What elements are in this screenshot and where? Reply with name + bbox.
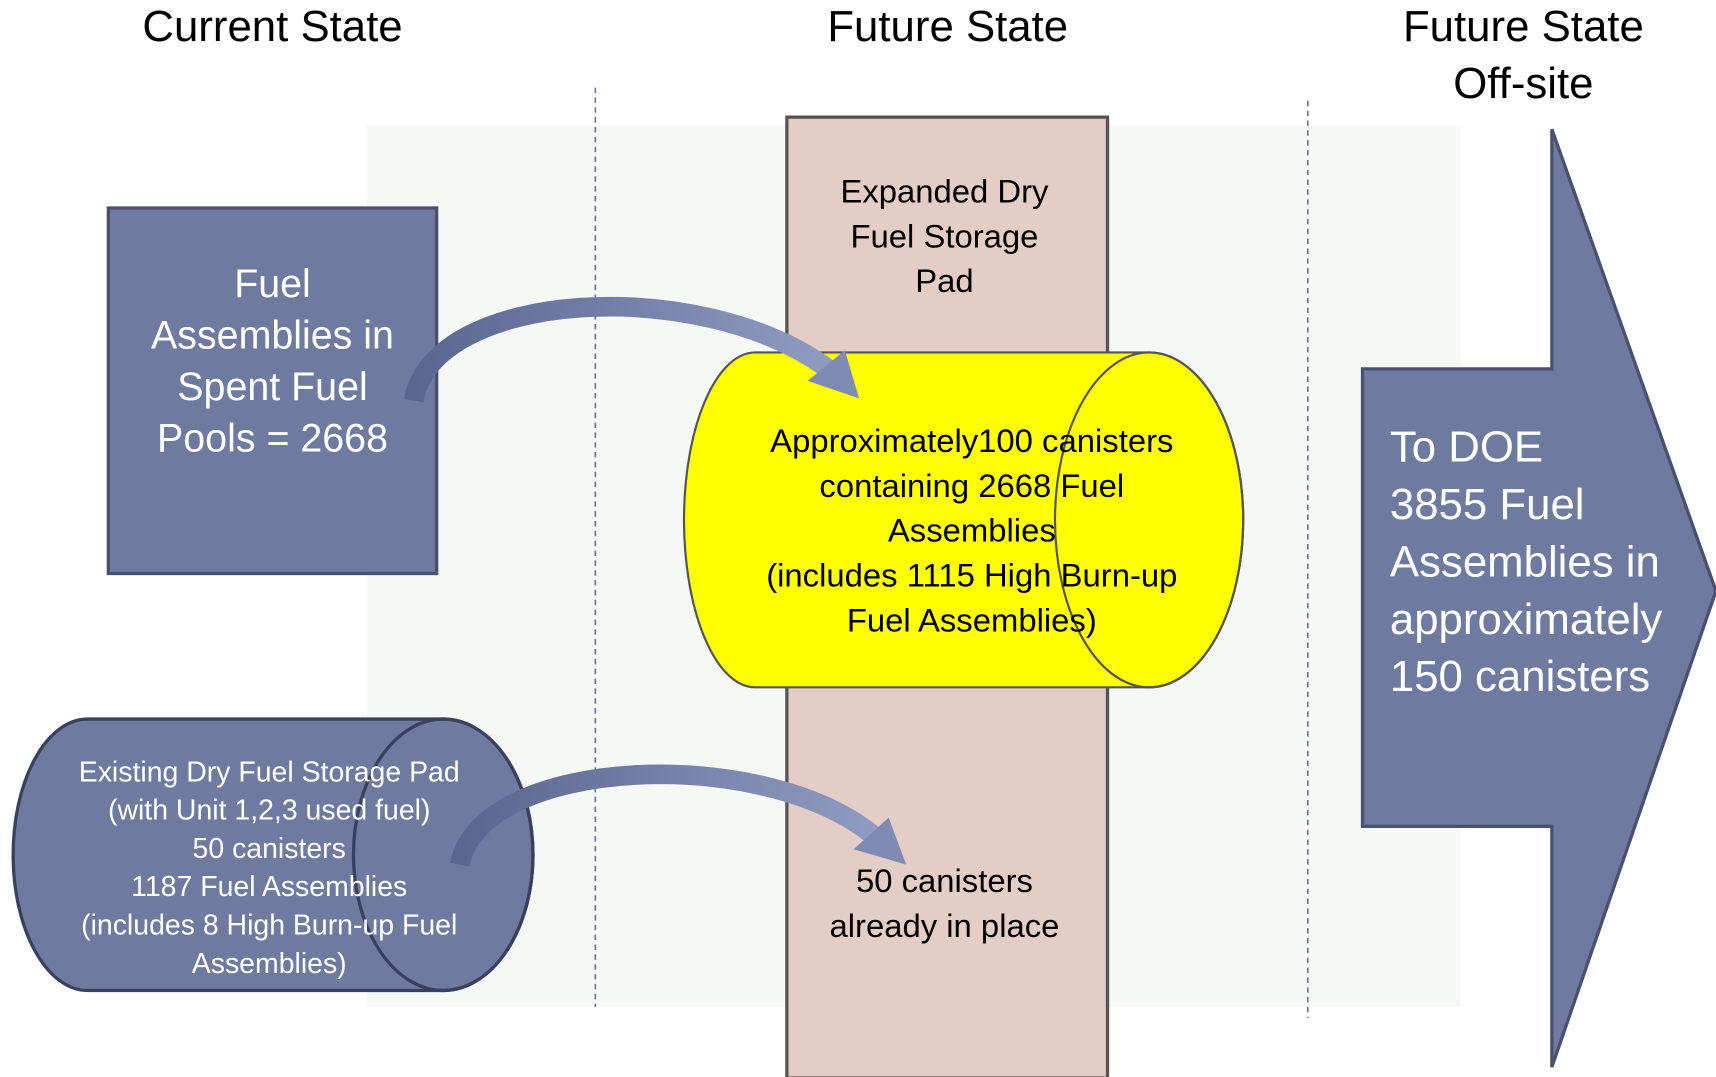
labels: Fuel Assemblies in Spent Fuel Pools = 2668 E… — [79, 172, 1663, 979]
existing-pad-label: (includes 8 High Burn-up Fuel — [81, 910, 457, 942]
off-site-label: approximately — [1390, 595, 1663, 644]
arrow-head — [807, 350, 860, 399]
column-title: Current State — [142, 2, 402, 51]
transfer-arrow — [449, 764, 882, 868]
existing-pad-label: 50 canisters — [193, 833, 346, 865]
canister-label: 50 canisters — [856, 862, 1033, 899]
column-title: Future State — [1403, 2, 1644, 51]
cylinder-end — [351, 717, 535, 993]
cylinder-end — [1053, 351, 1245, 689]
canister-label: Approximately100 canisters — [770, 422, 1173, 459]
off-site-label: 3855 Fuel — [1390, 480, 1585, 529]
pad-label: Fuel Storage — [850, 217, 1038, 254]
column-title: Future State — [827, 2, 1068, 51]
existing-pad-label: Assemblies) — [192, 948, 347, 980]
pad-label: Pad — [915, 262, 973, 299]
off-site-label: To DOE — [1390, 422, 1543, 471]
existing-pad-label: 1187 Fuel Assemblies — [131, 871, 407, 903]
canister-label: (includes 1115 High Burn-up — [766, 557, 1177, 594]
pool-label: Assemblies in — [151, 314, 394, 358]
column-title: Off-site — [1453, 59, 1593, 108]
spent-fuel-pools — [106, 206, 439, 576]
canister-label: already in place — [829, 907, 1059, 944]
canister-label: Assemblies — [888, 512, 1056, 549]
transfer-arrow — [403, 296, 836, 403]
off-site-arrow — [1360, 128, 1716, 1068]
pad-label: Expanded Dry — [840, 172, 1049, 209]
canister-label: containing 2668 Fuel — [819, 467, 1124, 504]
existing-pad-label: Existing Dry Fuel Storage Pad — [79, 756, 460, 788]
canister-label: Fuel Assemblies) — [847, 601, 1097, 638]
pool-label: Fuel — [234, 262, 311, 306]
off-site-label: Assemblies in — [1390, 537, 1660, 586]
existing-pad-label: (with Unit 1,2,3 used fuel) — [108, 795, 430, 827]
off-site-label: 150 canisters — [1390, 652, 1650, 701]
pool-label: Pools = 2668 — [157, 417, 388, 461]
pool-label: Spent Fuel — [177, 365, 367, 409]
